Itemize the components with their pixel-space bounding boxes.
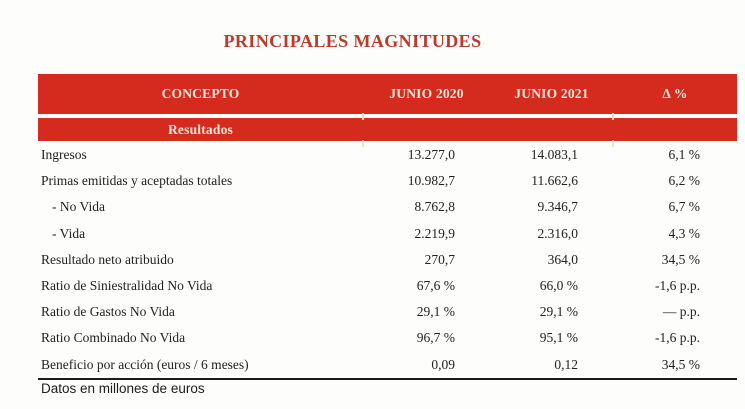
- column-divider-tick: [362, 140, 364, 147]
- row-label: - No Vida: [52, 199, 105, 215]
- value-junio-2020: 8.762,8: [414, 199, 456, 215]
- value-delta: — p.p.: [662, 304, 700, 320]
- value-junio-2020: 10.982,7: [407, 173, 455, 189]
- table-row: Ingresos 13.277,0 14.083,1 6,1 %: [38, 142, 737, 168]
- value-junio-2021: 14.083,1: [530, 147, 578, 163]
- value-delta: 6,2 %: [668, 173, 701, 189]
- row-label: Ratio de Gastos No Vida: [41, 304, 175, 320]
- value-delta: 34,5 %: [661, 356, 700, 372]
- value-junio-2021: 29,1 %: [539, 304, 578, 320]
- value-junio-2020: 29,1 %: [416, 304, 455, 320]
- section-label: Resultados: [167, 121, 233, 137]
- value-junio-2021: 0,12: [554, 356, 578, 372]
- header-junio-2020: JUNIO 2020: [389, 86, 464, 101]
- table-row: Ratio Combinado No Vida 96,7 % 95,1 % -1,6 …: [38, 325, 737, 351]
- table-row: Ratio de Gastos No Vida 29,1 % 29,1 % — p.p…: [38, 299, 737, 325]
- value-junio-2021: 364,0: [547, 251, 578, 267]
- row-label: Beneficio por acción (euros / 6 meses): [41, 356, 249, 372]
- table-row: - Vida 2.219,9 2.316,0 4,3 %: [38, 221, 737, 247]
- section-row-resultados: Resultados: [38, 118, 737, 141]
- value-junio-2021: 11.662,6: [531, 173, 578, 189]
- table-row: Primas emitidas y aceptadas totales 10.98…: [38, 168, 737, 194]
- header-junio-2021: JUNIO 2021: [514, 86, 589, 101]
- column-divider-tick: [612, 113, 614, 120]
- value-delta: -1,6 p.p.: [655, 278, 700, 294]
- table-bottom-rule: [38, 377, 737, 380]
- value-junio-2020: 0,09: [431, 356, 455, 372]
- table-row: Resultado neto atribuido 270,7 364,0 34,5 %: [38, 247, 737, 273]
- value-junio-2021: 9.346,7: [537, 199, 579, 215]
- header-delta-percent: Δ %: [662, 86, 688, 101]
- row-label: - Vida: [52, 225, 86, 241]
- value-junio-2021: 2.316,0: [537, 225, 579, 241]
- magnitudes-table: CONCEPTO JUNIO 2020 JUNIO 2021 Δ % Resul…: [38, 74, 737, 380]
- table-header-row: CONCEPTO JUNIO 2020 JUNIO 2021 Δ %: [38, 74, 737, 114]
- row-label: Ratio Combinado No Vida: [41, 330, 186, 346]
- column-divider-tick: [612, 140, 614, 147]
- value-junio-2020: 270,7: [424, 251, 455, 267]
- value-junio-2020: 2.219,9: [414, 225, 456, 241]
- row-label: Resultado neto atribuido: [41, 251, 174, 267]
- table-body: Ingresos 13.277,0 14.083,1 6,1 % Primas emit…: [38, 142, 737, 378]
- value-delta: -1,6 p.p.: [655, 330, 700, 346]
- row-label: Ingresos: [41, 147, 87, 163]
- page-title: PRINCIPALES MAGNITUDES: [223, 31, 482, 51]
- value-delta: 34,5 %: [661, 251, 700, 267]
- value-junio-2020: 67,6 %: [416, 278, 455, 294]
- row-label: Primas emitidas y aceptadas totales: [41, 173, 233, 189]
- row-label: Ratio de Siniestralidad No Vida: [41, 278, 213, 294]
- table-row: - No Vida 8.762,8 9.346,7 6,7 %: [38, 194, 737, 220]
- value-delta: 4,3 %: [668, 225, 701, 241]
- value-junio-2021: 66,0 %: [539, 278, 578, 294]
- value-junio-2021: 95,1 %: [539, 330, 578, 346]
- value-delta: 6,1 %: [668, 147, 701, 163]
- table-row: Beneficio por acción (euros / 6 meses) 0,…: [38, 352, 737, 378]
- header-concepto: CONCEPTO: [161, 86, 240, 101]
- value-delta: 6,7 %: [668, 199, 701, 215]
- table-row: Ratio de Siniestralidad No Vida 67,6 % 66,…: [38, 273, 737, 299]
- value-junio-2020: 96,7 %: [416, 330, 455, 346]
- column-divider-tick: [362, 113, 364, 120]
- footnote: Datos en millones de euros: [41, 381, 205, 396]
- value-junio-2020: 13.277,0: [407, 147, 455, 163]
